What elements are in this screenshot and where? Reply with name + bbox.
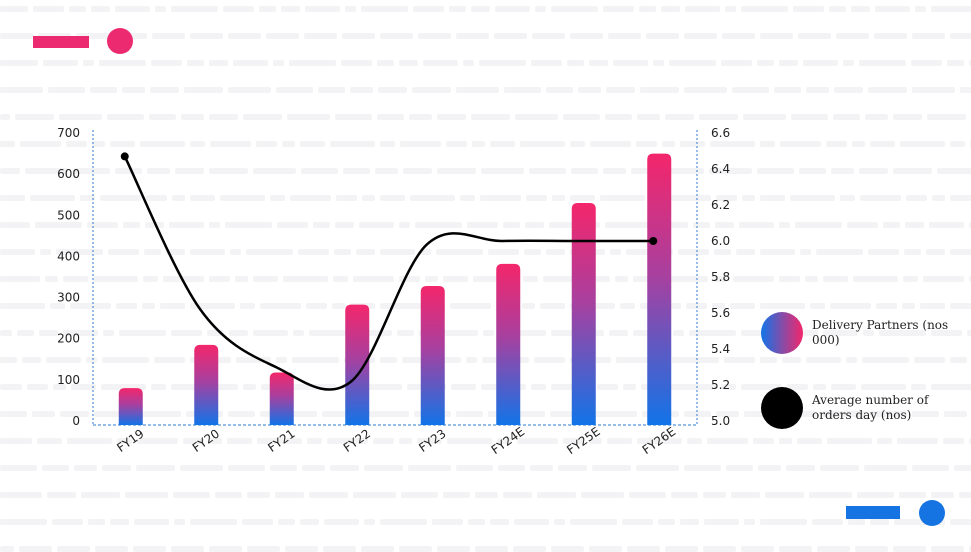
legend-label-average-orders: Average number of orders day (nos) [812,393,929,422]
right-tick-label: 6.2 [711,198,730,212]
right-tick-label: 5.6 [711,306,730,320]
bar-fy22 [345,304,370,425]
x-tick-label: FY25E [564,424,602,457]
left-tick-label: 700 [57,126,80,140]
legend-black-circle-icon [761,387,803,429]
bottom-right-blue-bar [846,506,900,519]
right-tick-label: 5.2 [711,378,730,392]
legend-label-delivery-partners: Delivery Partners (nos 000) [812,318,949,347]
right-tick-label: 6.6 [711,126,730,140]
orders-line-endpoint [649,237,658,245]
bars-group [118,153,672,426]
legend-item-delivery-partners: Delivery Partners (nos 000) [761,312,952,354]
x-tick-label: FY19 [114,427,146,455]
left-tick-label: 400 [57,249,80,263]
left-tick-label: 500 [57,208,80,222]
orders-line-endpoint [120,152,129,161]
x-tick-label: FY22 [341,427,373,455]
top-left-pink-bar [33,36,89,48]
bar-fy19 [118,388,143,425]
x-tick-label: FY20 [190,427,222,455]
bar-fy25e [571,202,596,425]
legend-item-average-orders: Average number of orders day (nos) [761,387,952,429]
left-tick-label: 200 [57,332,80,346]
right-tick-label: 5.4 [711,342,730,356]
bottom-right-blue-dot [919,500,945,526]
x-tick-label: FY26E [640,424,678,457]
bar-fy26e [647,153,672,426]
bar-fy20 [194,344,219,425]
line-series-group [120,152,658,391]
right-tick-label: 6.4 [711,162,730,176]
legend-gradient-circle-icon [761,312,803,354]
right-y-ticks: 5.0 5.2 5.4 5.6 5.8 6.0 6.2 6.4 6.6 [711,126,730,428]
left-tick-label: 100 [57,373,80,387]
left-tick-label: 600 [57,167,80,181]
orders-line [123,155,654,391]
x-tick-label: FY24E [489,424,527,457]
left-tick-label: 0 [72,414,80,428]
bar-fy23 [420,286,445,425]
top-left-pink-dot [107,28,133,54]
right-tick-label: 5.0 [711,414,730,428]
left-y-ticks: 0 100 200 300 400 500 600 700 [57,126,80,428]
right-tick-label: 6.0 [711,234,730,248]
x-tick-label: FY23 [416,427,448,455]
bar-fy21 [269,372,294,425]
bar-fy24e [496,263,521,425]
x-ticks: FY19 FY20 FY21 FY22 FY23 FY24E FY25E FY26E [114,424,678,457]
left-tick-label: 300 [57,291,80,305]
right-tick-label: 5.8 [711,270,730,284]
x-tick-label: FY21 [265,427,297,455]
